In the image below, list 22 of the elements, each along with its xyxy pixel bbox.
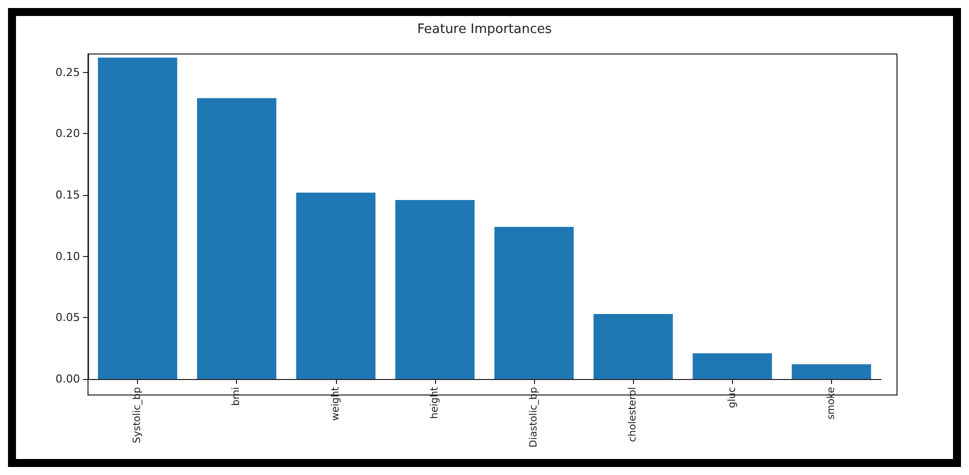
x-tick-label: weight [330,386,342,421]
x-tick-label: cholesterol [628,387,639,442]
x-tick-label: Systolic_bp [132,387,144,444]
y-tick-label: 0.05 [56,311,80,324]
bar [98,58,178,379]
bar [395,200,475,379]
chart-title: Feature Importances [417,22,552,37]
y-tick-label: 0.10 [56,250,80,263]
x-tick-label: smoke [826,387,837,420]
y-tick-label: 0.20 [56,127,80,140]
y-tick-label: 0.15 [56,188,80,202]
bar [296,192,376,379]
bar [197,98,276,379]
bar [594,314,673,379]
y-tick-label: 0.00 [56,372,80,386]
bar [792,364,872,379]
bar [692,353,772,379]
x-tick-label: height [429,386,440,419]
bar [494,226,574,379]
y-tick-label: 0.25 [56,66,80,79]
x-tick-label: Diastolic_bp [528,387,540,448]
x-tick-label: gluc [726,387,738,408]
